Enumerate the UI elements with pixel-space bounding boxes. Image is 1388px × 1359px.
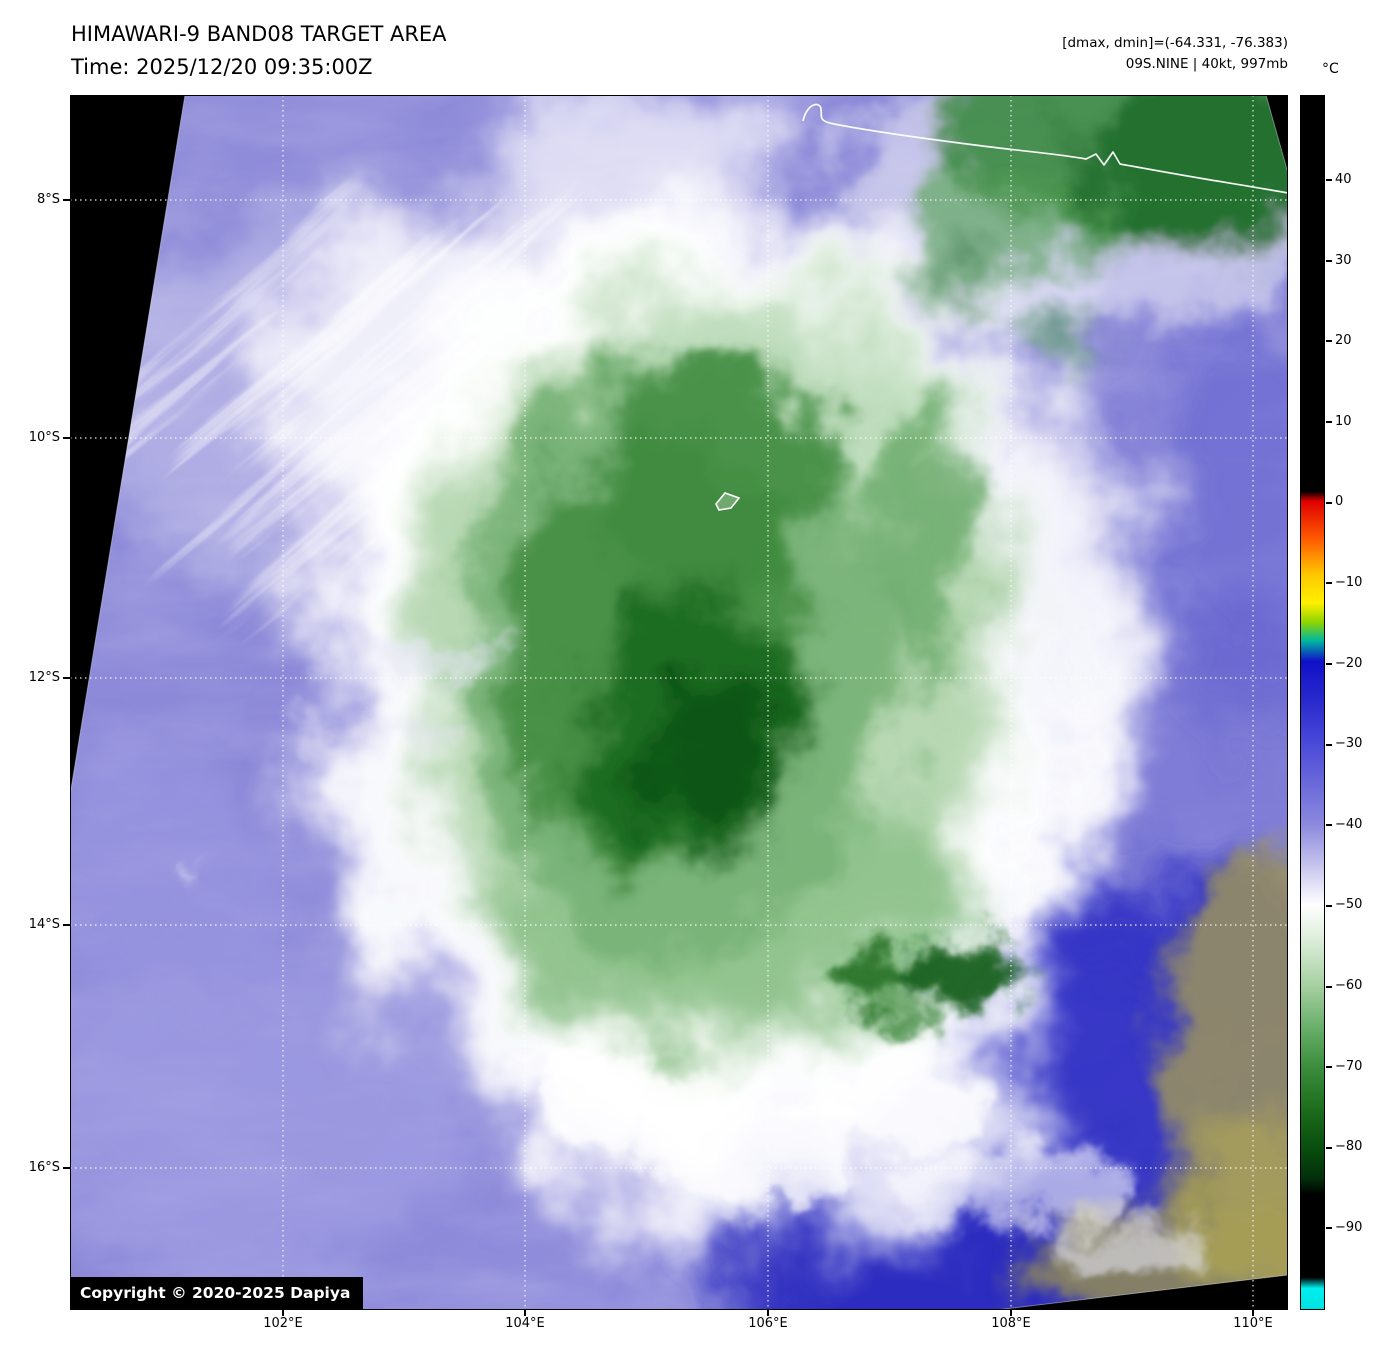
lon-label-108e: 108°E — [991, 1316, 1031, 1331]
colorbar-tickmark — [1326, 1147, 1332, 1149]
colorbar-tick-label: 40 — [1335, 172, 1352, 187]
scan-data-region — [70, 95, 1288, 1310]
java-convection — [830, 95, 1288, 370]
map-frame — [70, 95, 1288, 1310]
page-title: HIMAWARI-9 BAND08 TARGET AREA — [71, 22, 447, 46]
colorbar-tick-label: −70 — [1335, 1059, 1363, 1074]
lat-label-10s: 10°S — [28, 430, 60, 445]
colorbar-tickmark — [1326, 663, 1332, 665]
scattered-clouds — [181, 637, 1210, 1275]
colorbar-tick-label: −30 — [1335, 736, 1363, 751]
lon-label-106e: 106°E — [748, 1316, 788, 1331]
header-right: [dmax, dmin]=(-64.331, -76.383) 09S.NINE… — [1062, 33, 1288, 75]
colorbar-tickmark — [1326, 905, 1332, 907]
colorbar-tick-label: 10 — [1335, 414, 1352, 429]
colorbar-tick-label: 0 — [1335, 494, 1344, 509]
scan-region-edge — [70, 95, 1288, 1310]
dmax-dmin-readout: [dmax, dmin]=(-64.331, -76.383) — [1062, 35, 1288, 51]
colorbar-tickmark — [1326, 824, 1332, 826]
lat-label-12s: 12°S — [28, 670, 60, 685]
lon-tick — [524, 1310, 526, 1316]
colorbar-tickmark — [1326, 1227, 1332, 1229]
header-left: HIMAWARI-9 BAND08 TARGET AREA Time: 2025… — [71, 18, 447, 84]
temperature-colorbar — [1300, 95, 1325, 1310]
colorbar-tickmark — [1326, 502, 1332, 504]
colorbar-tickmark — [1326, 260, 1332, 262]
timestamp: Time: 2025/12/20 09:35:00Z — [71, 55, 373, 79]
colorbar-unit-label: °C — [1322, 61, 1339, 77]
coastline-java — [802, 103, 1288, 194]
christmas-island-outline — [715, 492, 741, 511]
lon-label-110e: 110°E — [1233, 1316, 1273, 1331]
lat-tick — [63, 437, 70, 439]
satellite-scene — [70, 95, 1288, 1310]
lat-tick — [63, 1167, 70, 1169]
colorbar-tick-label: −60 — [1335, 978, 1363, 993]
lat-label-8s: 8°S — [36, 192, 60, 207]
lon-label-102e: 102°E — [263, 1316, 303, 1331]
colorbar-tickmark — [1326, 582, 1332, 584]
lon-tick — [767, 1310, 769, 1316]
colorbar-tickmark — [1326, 421, 1332, 423]
colorbar-tick-label: 30 — [1335, 253, 1352, 268]
colorbar-tickmark — [1326, 1066, 1332, 1068]
cyclone-cold-tops — [410, 285, 1018, 1055]
colorbar-tick-label: −50 — [1335, 897, 1363, 912]
lon-label-104e: 104°E — [505, 1316, 545, 1331]
copyright-label: Copyright © 2020-2025 Dapiya — [70, 1277, 364, 1310]
lat-tick — [63, 677, 70, 679]
lat-label-16s: 16°S — [28, 1160, 60, 1175]
colorbar-tickmark — [1326, 744, 1332, 746]
colorbar-tickmark — [1326, 179, 1332, 181]
lat-tick — [63, 924, 70, 926]
colorbar-tick-label: −20 — [1335, 656, 1363, 671]
lon-tick — [1010, 1310, 1012, 1316]
colorbar-tick-label: −10 — [1335, 575, 1363, 590]
colorbar-tick-label: 20 — [1335, 333, 1352, 348]
lat-tick — [63, 199, 70, 201]
storm-info: 09S.NINE | 40kt, 997mb — [1125, 56, 1288, 72]
colorbar-tick-label: −90 — [1335, 1220, 1363, 1235]
lon-tick — [1252, 1310, 1254, 1316]
satellite-map: Copyright © 2020-2025 Dapiya — [70, 95, 1288, 1310]
lat-label-14s: 14°S — [28, 917, 60, 932]
colorbar-tick-label: −40 — [1335, 817, 1363, 832]
lon-tick — [282, 1310, 284, 1316]
colorbar-tickmark — [1326, 986, 1332, 988]
colorbar-tickmark — [1326, 340, 1332, 342]
colorbar-tick-label: −80 — [1335, 1139, 1363, 1154]
graticule — [70, 95, 1288, 1310]
